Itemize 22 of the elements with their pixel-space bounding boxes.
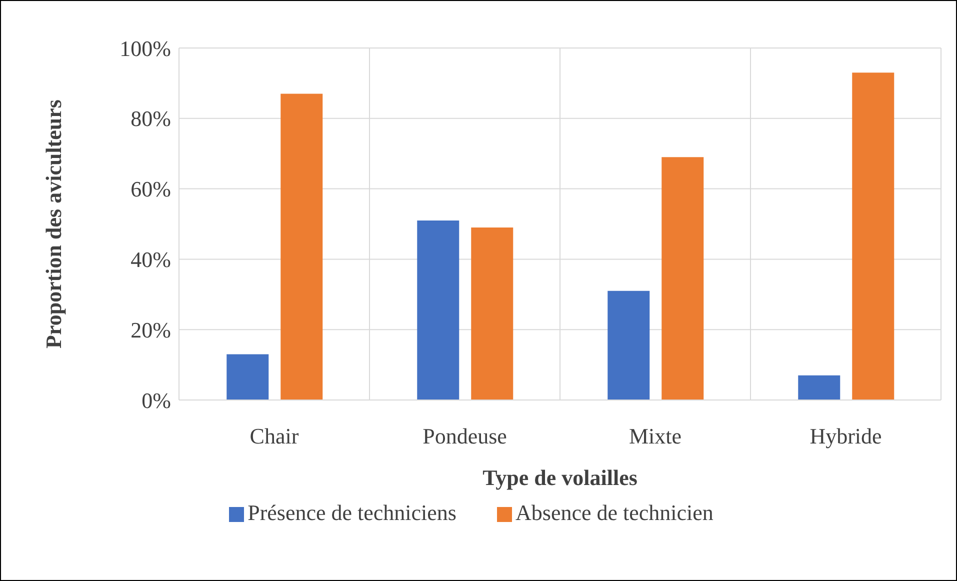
bar [226, 354, 269, 400]
bar [280, 94, 323, 400]
x-axis-title: Type de volailles [482, 465, 638, 490]
x-tick-label: Chair [250, 424, 300, 449]
bar [417, 220, 460, 400]
x-tick-label: Hybride [810, 424, 882, 449]
bar [471, 228, 514, 400]
y-tick-label: 40% [130, 247, 171, 272]
y-tick-label: 20% [130, 317, 171, 342]
bar [852, 72, 894, 400]
y-tick-label: 60% [130, 176, 171, 202]
y-tick-label: 100% [120, 36, 171, 61]
legend-label: Absence de technicien [516, 500, 714, 525]
y-tick-label: 0% [142, 388, 171, 413]
y-tick-label: 80% [130, 106, 171, 132]
legend-label: Présence de techniciens [248, 500, 456, 525]
x-tick-label: Pondeuse [422, 424, 507, 449]
y-axis-title: Proportion des aviculteurs [40, 99, 66, 348]
bar [798, 375, 840, 400]
x-tick-label: Mixte [628, 424, 682, 449]
bar [662, 157, 704, 400]
bar [608, 290, 650, 400]
